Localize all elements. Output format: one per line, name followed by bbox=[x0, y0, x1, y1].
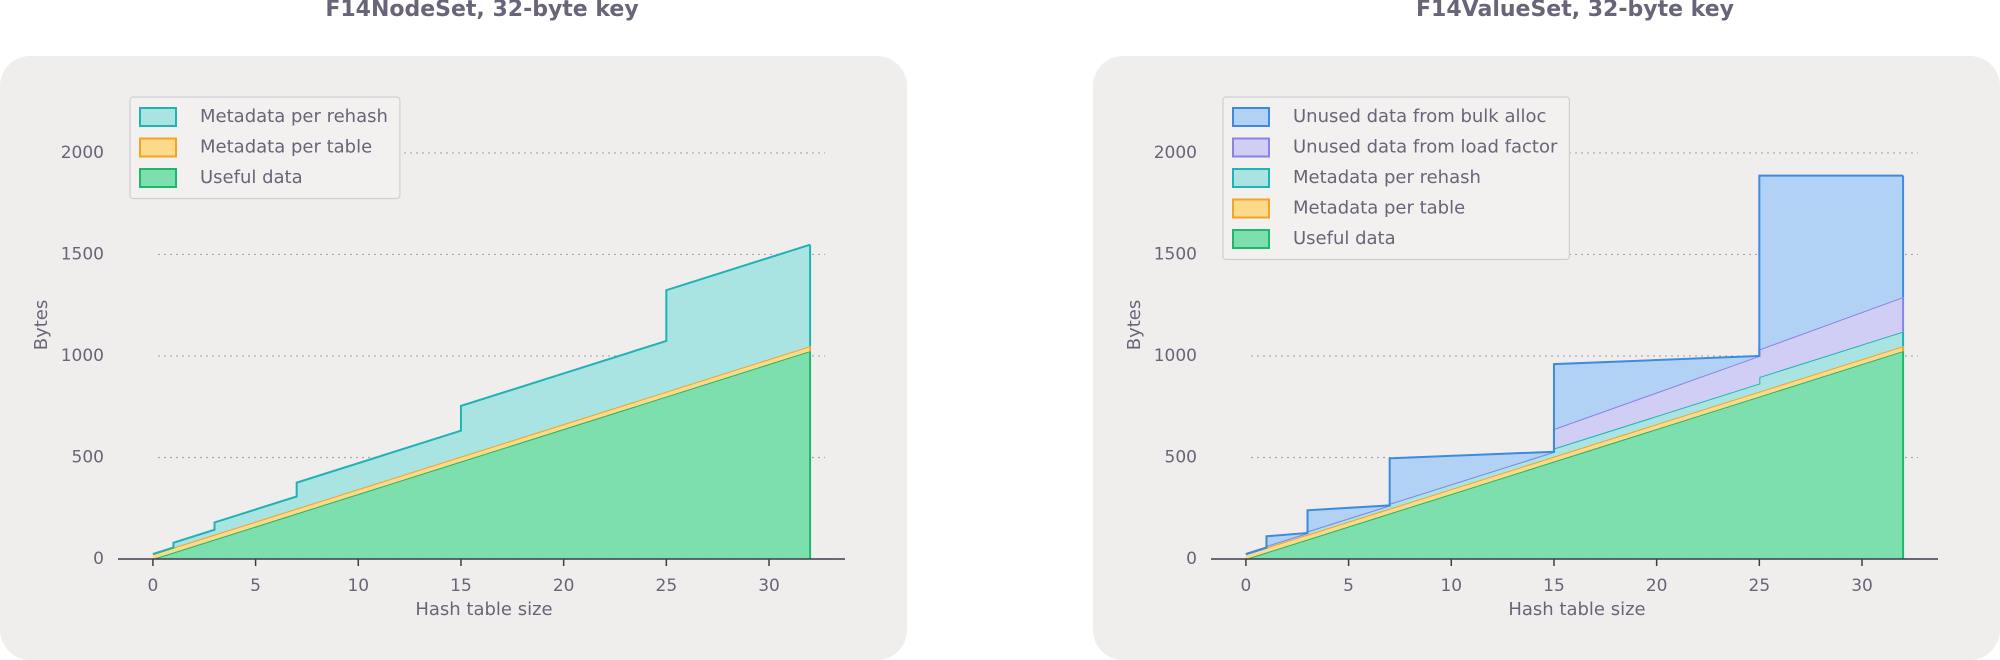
legend-swatch bbox=[1232, 168, 1270, 188]
legend-label: Useful data bbox=[200, 167, 303, 188]
area-line bbox=[152, 243, 811, 556]
legend-label: Unused data from bulk alloc bbox=[1293, 106, 1546, 127]
y-tick-label: 1000 bbox=[1154, 346, 1197, 366]
x-tick-label: 30 bbox=[758, 576, 780, 596]
x-tick-label: 30 bbox=[1851, 576, 1873, 596]
area-fill bbox=[1245, 346, 1904, 559]
x-tick-label: 0 bbox=[1240, 576, 1251, 596]
legend-box bbox=[129, 96, 401, 200]
legend-label: Metadata per table bbox=[1293, 198, 1465, 219]
legend-label: Metadata per rehash bbox=[200, 106, 388, 127]
y-tick-label: 2000 bbox=[1154, 143, 1197, 163]
area-fill bbox=[1245, 297, 1904, 555]
area-fill bbox=[1245, 351, 1904, 559]
x-tick-label: 0 bbox=[147, 576, 158, 596]
area-fill bbox=[152, 346, 811, 559]
y-axis-label: Bytes bbox=[1124, 300, 1145, 351]
y-tick-label: 1500 bbox=[1154, 244, 1197, 264]
legend-label: Useful data bbox=[1293, 228, 1396, 249]
legend-swatch bbox=[1232, 198, 1270, 219]
x-tick-label: 15 bbox=[1543, 576, 1565, 596]
chart-title: F14ValueSet, 32-byte key bbox=[1416, 0, 1734, 22]
y-tick-label: 500 bbox=[72, 447, 104, 467]
x-axis-label: Hash table size bbox=[1508, 599, 1645, 620]
legend-swatch bbox=[139, 168, 177, 188]
area-line bbox=[1245, 174, 1904, 556]
x-tick-label: 10 bbox=[1440, 576, 1462, 596]
legend: Metadata per rehash Metadata per table Use… bbox=[129, 96, 401, 200]
x-tick-label: 20 bbox=[553, 576, 575, 596]
y-tick-label: 0 bbox=[1186, 549, 1197, 569]
legend-swatch bbox=[139, 137, 177, 158]
legend-swatch bbox=[1232, 229, 1270, 249]
x-axis-label: Hash table size bbox=[415, 599, 552, 620]
y-tick-label: 2000 bbox=[61, 143, 104, 163]
x-tick-label: 5 bbox=[1343, 576, 1354, 596]
x-tick-label: 5 bbox=[250, 576, 261, 596]
legend-label: Metadata per table bbox=[200, 137, 372, 158]
area-fill bbox=[152, 351, 811, 559]
y-tick-label: 0 bbox=[93, 549, 104, 569]
x-tick-label: 15 bbox=[450, 576, 472, 596]
legend-label: Metadata per rehash bbox=[1293, 167, 1481, 188]
legend: Unused data from bulk alloc Unused data f… bbox=[1222, 96, 1571, 261]
x-tick-label: 20 bbox=[1646, 576, 1668, 596]
legend-label: Unused data from load factor bbox=[1293, 137, 1558, 158]
x-tick-label: 25 bbox=[1749, 576, 1771, 596]
legend-swatch bbox=[139, 107, 177, 127]
area-fill bbox=[1245, 175, 1904, 555]
x-tick-label: 25 bbox=[656, 576, 678, 596]
y-axis-label: Bytes bbox=[31, 300, 52, 351]
y-tick-label: 500 bbox=[1165, 447, 1197, 467]
x-tick-label: 10 bbox=[347, 576, 369, 596]
y-tick-label: 1500 bbox=[61, 244, 104, 264]
legend-swatch bbox=[1232, 107, 1270, 127]
y-tick-label: 1000 bbox=[61, 346, 104, 366]
legend-swatch bbox=[1232, 137, 1270, 158]
legend-box bbox=[1222, 96, 1571, 261]
chart-title: F14NodeSet, 32-byte key bbox=[325, 0, 638, 22]
